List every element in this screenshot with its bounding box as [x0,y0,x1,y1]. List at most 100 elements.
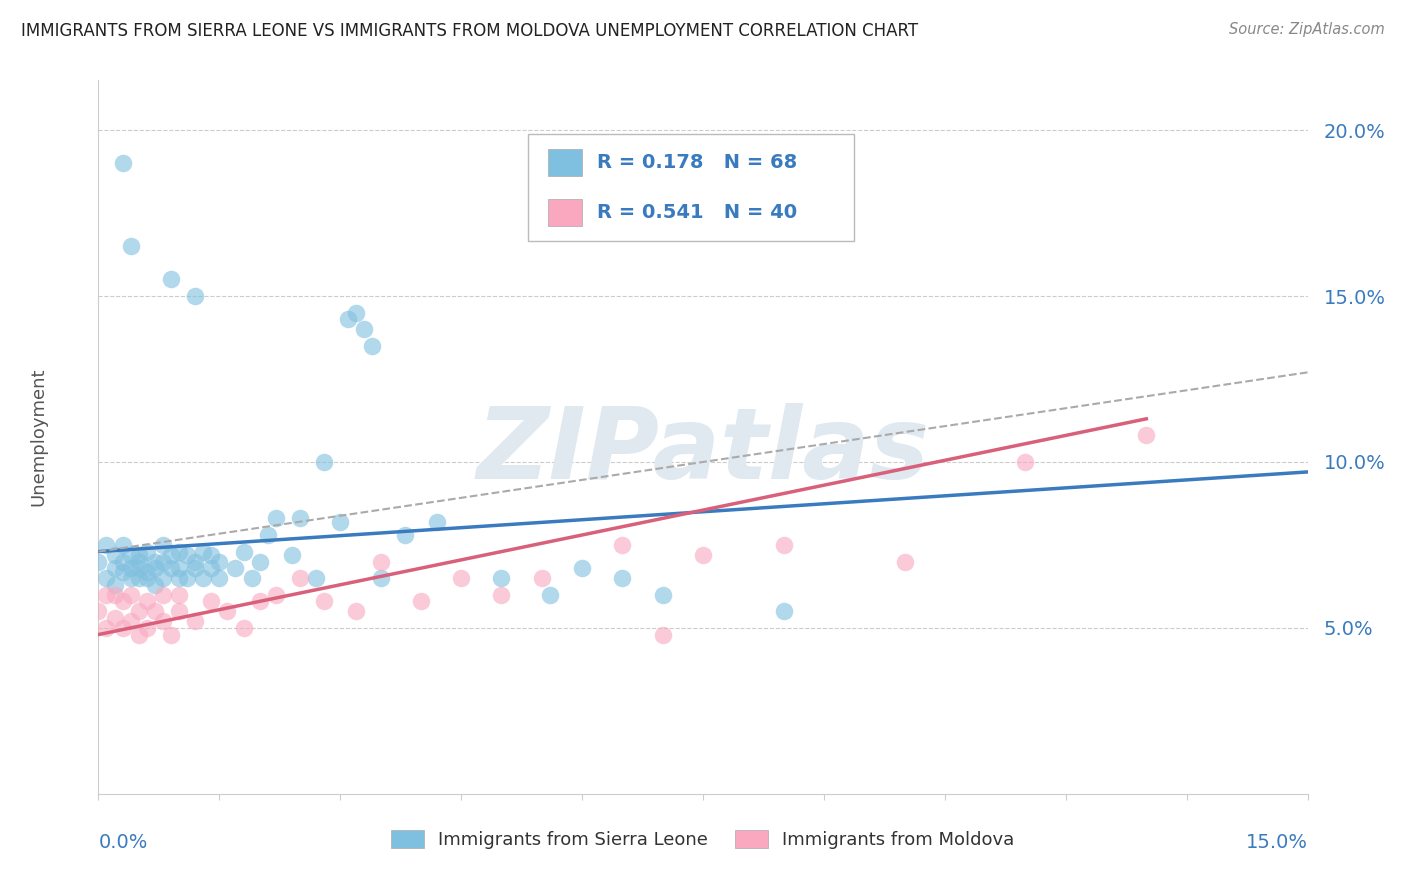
Point [103,611,125,625]
Point [184,289,207,303]
Point [128,561,150,575]
Point [353,322,375,336]
Point [152,615,174,629]
Point [128,604,150,618]
Point [160,627,183,641]
Point [96,571,118,585]
Point [167,588,190,602]
Point [143,604,166,618]
Text: R = 0.178   N = 68: R = 0.178 N = 68 [596,153,797,172]
Point [128,571,150,585]
Point [160,548,183,562]
Point [288,511,311,525]
Text: Source: ZipAtlas.com: Source: ZipAtlas.com [1229,22,1385,37]
Point [103,578,125,592]
Point [314,594,336,608]
Point [1014,455,1036,469]
Point [128,548,150,562]
Point [264,588,287,602]
Point [370,555,392,569]
Point [193,571,215,585]
Point [160,561,183,575]
Point [571,561,593,575]
Point [111,555,134,569]
Text: 15.0%: 15.0% [1246,833,1308,852]
Point [96,588,118,602]
Point [176,571,198,585]
Point [152,571,174,585]
Point [184,555,207,569]
Point [200,548,222,562]
Text: 0.0%: 0.0% [98,833,148,852]
Point [217,604,239,618]
Point [232,621,254,635]
Point [538,588,561,602]
Point [120,588,142,602]
Point [288,571,311,585]
Point [135,571,157,585]
Point [111,565,134,579]
Point [167,604,190,618]
Point [135,594,157,608]
Point [772,538,794,552]
Point [120,571,142,585]
Point [143,578,166,592]
Point [314,455,336,469]
Point [409,594,432,608]
Point [305,571,328,585]
Point [426,515,449,529]
Point [281,548,304,562]
Point [176,548,198,562]
Point [152,555,174,569]
Point [111,594,134,608]
Point [208,555,231,569]
Point [193,544,215,558]
Point [329,515,352,529]
Point [152,588,174,602]
Text: R = 0.541   N = 40: R = 0.541 N = 40 [596,202,797,222]
Point [240,571,263,585]
Point [612,538,634,552]
Point [200,594,222,608]
Point [120,615,142,629]
Text: Unemployment: Unemployment [30,368,46,507]
Point [249,555,271,569]
Bar [548,149,582,177]
Point [344,305,367,319]
Point [232,544,254,558]
Point [651,588,673,602]
Point [135,621,157,635]
Point [96,538,118,552]
Point [135,544,157,558]
Point [224,561,246,575]
Point [264,511,287,525]
Point [143,561,166,575]
Point [87,555,110,569]
Point [450,571,472,585]
Text: ZIPatlas: ZIPatlas [477,403,929,500]
Point [120,548,142,562]
Point [249,594,271,608]
FancyBboxPatch shape [527,134,855,241]
Point [337,312,360,326]
Point [200,561,222,575]
Text: IMMIGRANTS FROM SIERRA LEONE VS IMMIGRANTS FROM MOLDOVA UNEMPLOYMENT CORRELATION: IMMIGRANTS FROM SIERRA LEONE VS IMMIGRAN… [21,22,918,40]
Point [87,604,110,618]
Point [344,604,367,618]
Point [111,621,134,635]
Point [135,565,157,579]
Point [120,561,142,575]
Point [111,538,134,552]
Point [184,561,207,575]
Point [167,544,190,558]
Point [128,555,150,569]
Point [1135,428,1157,442]
Point [491,588,513,602]
Point [103,588,125,602]
Point [394,528,416,542]
Point [208,571,231,585]
Point [103,548,125,562]
Point [772,604,794,618]
Point [651,627,673,641]
Point [612,571,634,585]
